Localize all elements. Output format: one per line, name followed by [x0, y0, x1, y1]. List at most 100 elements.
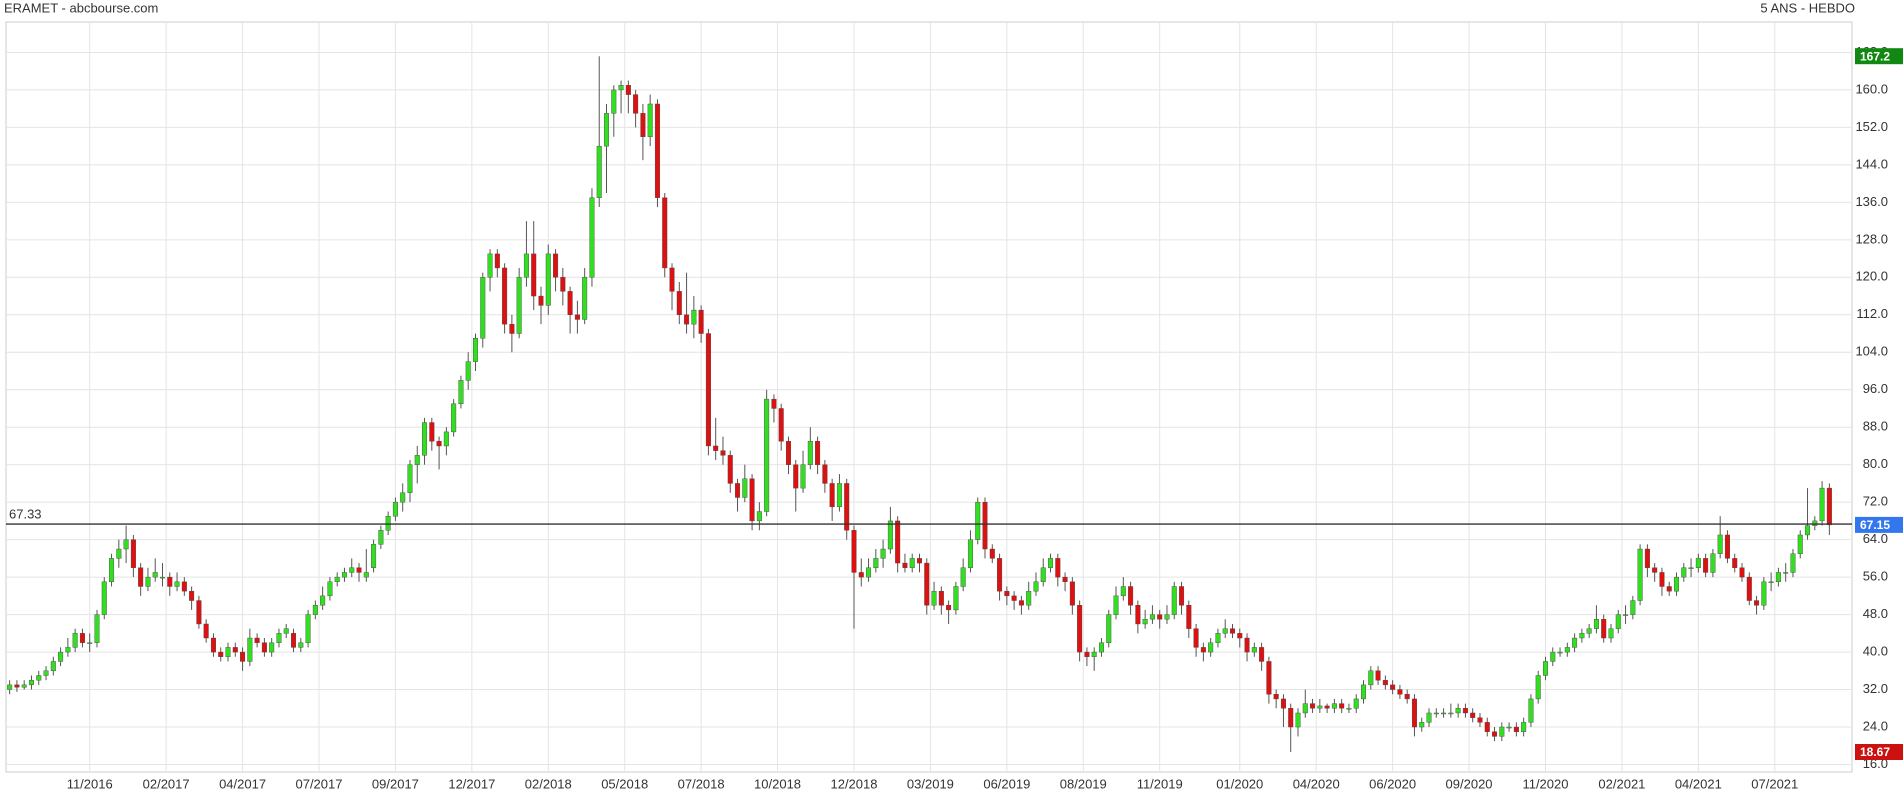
candle-body [1659, 572, 1665, 587]
x-tick-label: 09/2017 [372, 776, 419, 791]
x-tick-label: 04/2017 [219, 776, 266, 791]
candle-body [880, 548, 886, 559]
candle-body [1361, 684, 1367, 700]
candle-body [822, 464, 828, 484]
candle-body [829, 483, 835, 508]
candle-body [574, 314, 580, 320]
plot-frame [5, 21, 1853, 773]
candle-body [1521, 722, 1527, 732]
candle-body [611, 89, 617, 114]
candle-body [1077, 605, 1083, 653]
candle-body [1215, 633, 1221, 643]
candle-body [1812, 520, 1818, 526]
candle-body [189, 590, 195, 601]
candle-body [225, 647, 231, 657]
candle-body [283, 628, 289, 634]
x-tick-label: 07/2017 [295, 776, 342, 791]
candle-body [1630, 600, 1636, 615]
candle-body [720, 450, 726, 456]
x-tick-label: 12/2017 [448, 776, 495, 791]
x-tick-label: 01/2020 [1216, 776, 1263, 791]
candle-body [909, 558, 915, 568]
candle-body [1069, 581, 1075, 606]
candle-body [36, 675, 42, 681]
y-tick-label: 64.0 [1863, 531, 1888, 546]
x-tick-label: 08/2019 [1060, 776, 1107, 791]
y-tick-label: 104.0 [1855, 344, 1888, 359]
candle-body [1724, 534, 1730, 559]
candle-body [79, 633, 85, 643]
y-tick-label: 136.0 [1855, 194, 1888, 209]
candle-body [917, 558, 923, 564]
candle-body [618, 85, 624, 91]
candle-body [451, 403, 457, 433]
x-tick-label: 07/2018 [678, 776, 725, 791]
candle-body [1666, 586, 1672, 592]
candle-body [1382, 679, 1388, 686]
chart-subtitle: 5 ANS - HEBDO [1760, 0, 1855, 15]
candle-body [494, 253, 500, 269]
x-tick-label: 02/2018 [525, 776, 572, 791]
candle-body [443, 431, 449, 447]
candle-body [312, 605, 318, 615]
candle-body [1419, 722, 1425, 728]
y-tick-label: 80.0 [1863, 456, 1888, 471]
candle-body [1273, 694, 1279, 700]
candle-body [1564, 647, 1570, 653]
candle-body [458, 380, 464, 404]
candle-body [138, 567, 144, 587]
candle-body [938, 590, 944, 606]
candle-body [480, 277, 486, 339]
candle-body [924, 562, 930, 606]
candle-body [516, 277, 522, 334]
candle-body [1790, 553, 1796, 573]
candle-body [735, 483, 741, 498]
candle-body [1317, 705, 1323, 709]
candle-body [1783, 572, 1789, 574]
candle-body [87, 642, 93, 644]
candle-body [436, 441, 442, 447]
candle-body [509, 323, 515, 334]
candle-body [240, 651, 246, 662]
y-tick-label: 128.0 [1855, 231, 1888, 246]
x-tick-label: 03/2019 [907, 776, 954, 791]
x-tick-label: 12/2018 [830, 776, 877, 791]
candle-body [1390, 684, 1396, 690]
candle-body [1310, 703, 1316, 709]
candle-body [1259, 647, 1265, 662]
y-tick-label: 152.0 [1855, 119, 1888, 134]
candle-body [116, 548, 122, 559]
candle-body [756, 511, 762, 522]
candle-body [1339, 703, 1345, 709]
candle-body [1135, 605, 1141, 625]
candle-body [261, 642, 267, 653]
candle-body [633, 94, 639, 114]
candle-body [371, 544, 377, 568]
candle-body [218, 651, 224, 657]
candle-body [291, 633, 297, 648]
candle-body [407, 464, 413, 493]
candle-body [327, 581, 333, 597]
candle-body [422, 422, 428, 456]
candle-body [1149, 614, 1155, 620]
candle-body [1681, 567, 1687, 578]
candle-body [1754, 600, 1760, 606]
candle-body [1055, 558, 1061, 578]
candle-body [931, 590, 937, 606]
y-tick-label: 32.0 [1863, 681, 1888, 696]
candle-body [1120, 586, 1126, 597]
candle-body [1492, 731, 1498, 737]
candle-body [1033, 581, 1039, 592]
candle-body [975, 501, 981, 540]
candle-body [472, 338, 478, 362]
y-tick-label: 96.0 [1863, 381, 1888, 396]
candle-body [1703, 558, 1709, 573]
candle-body [1113, 595, 1119, 615]
candle-body [1404, 694, 1410, 700]
candle-body [1652, 567, 1658, 573]
candle-body [247, 637, 253, 662]
x-tick-label: 02/2021 [1598, 776, 1645, 791]
candle-body [1244, 637, 1250, 653]
y-tick-label: 144.0 [1855, 156, 1888, 171]
candle-body [1280, 698, 1286, 709]
